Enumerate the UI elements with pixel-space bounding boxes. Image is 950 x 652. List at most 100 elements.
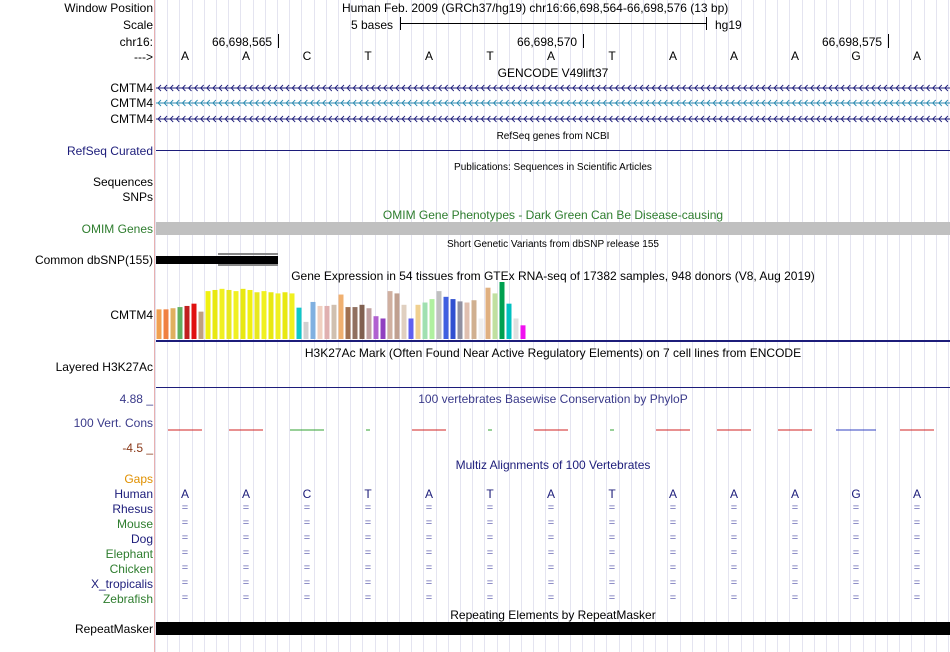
gtex-tissue-bar (317, 305, 323, 339)
omim-bar[interactable] (156, 222, 950, 235)
strand-arrow (322, 84, 327, 92)
strand-arrow (742, 115, 747, 123)
dbsnp-label[interactable]: Common dbSNP(155) (34, 253, 153, 267)
repeat-bar[interactable] (156, 622, 950, 635)
strand-arrow (614, 84, 619, 92)
species-label[interactable]: Rhesus (112, 502, 153, 516)
refseq-title[interactable]: RefSeq genes from NCBI (496, 131, 610, 142)
species-label[interactable]: Zebrafish (102, 592, 153, 606)
strand-arrow (444, 99, 449, 107)
strand-arrow (889, 115, 894, 123)
strand-arrow (871, 84, 876, 92)
refseq-line[interactable] (156, 150, 950, 151)
refseq-label[interactable]: RefSeq Curated (66, 144, 153, 158)
pubs-title[interactable]: Publications: Sequences in Scientific Ar… (454, 162, 652, 173)
grid-line (582, 0, 583, 652)
strand-arrow (517, 84, 522, 92)
gtex-tissue-bar (408, 318, 414, 339)
species-label[interactable]: Dog (130, 532, 153, 546)
aligned-match: = (791, 502, 799, 514)
gencode-label-3[interactable]: CMTM4 (110, 112, 153, 126)
strand-arrow (663, 115, 668, 123)
gtex-tissue-bar (170, 308, 176, 339)
assembly-position-text[interactable]: Human Feb. 2009 (GRCh37/hg19) chr16:66,6… (342, 1, 729, 15)
strand-arrow (224, 99, 229, 107)
gencode-transcripts[interactable] (156, 80, 950, 126)
phylop-label[interactable]: 100 Vert. Cons (73, 416, 153, 430)
species-label[interactable]: Mouse (116, 517, 153, 531)
strand-arrow (681, 84, 686, 92)
strand-arrow (309, 84, 314, 92)
strand-arrow (633, 115, 638, 123)
h3k27ac-title[interactable]: H3K27Ac Mark (Often Found Near Active Re… (304, 346, 802, 360)
repeat-label[interactable]: RepeatMasker (74, 622, 153, 636)
aligned-match: = (181, 547, 189, 559)
phylop-scores[interactable] (156, 425, 950, 435)
aligned-match: = (608, 577, 616, 589)
strand-arrow (157, 84, 162, 92)
strand-arrow (639, 84, 644, 92)
gtex-tissue-bar (506, 303, 512, 339)
gtex-tissue-bar (513, 318, 519, 339)
phylop-title[interactable]: 100 vertebrates Basewise Conservation by… (418, 392, 688, 406)
strand-arrow (505, 115, 510, 123)
species-label[interactable]: Elephant (105, 547, 153, 561)
strand-arrow (669, 84, 674, 92)
strand-arrow (608, 84, 613, 92)
species-label[interactable]: X_tropicalis (90, 577, 153, 591)
strand-arrow (395, 115, 400, 123)
aligned-match: = (791, 562, 799, 574)
strand-arrow (694, 99, 699, 107)
gtex-tissue-bar (282, 292, 288, 339)
pubs-sequences-label[interactable]: Sequences (92, 175, 153, 189)
strand-arrow (614, 115, 619, 123)
gencode-label-2[interactable]: CMTM4 (110, 96, 153, 110)
strand-arrow (535, 99, 540, 107)
gencode-label-1[interactable]: CMTM4 (110, 81, 153, 95)
strand-arrow (358, 115, 363, 123)
pubs-snps-label[interactable]: SNPs (122, 190, 153, 204)
gencode-title[interactable]: GENCODE V49lift37 (497, 66, 609, 80)
strand-arrow (407, 115, 412, 123)
gtex-label[interactable]: CMTM4 (110, 308, 153, 322)
gtex-title[interactable]: Gene Expression in 54 tissues from GTEx … (291, 269, 815, 283)
aligned-base: T (486, 487, 494, 501)
strand-arrow (376, 99, 381, 107)
strand-arrow (828, 84, 833, 92)
repeat-title[interactable]: Repeating Elements by RepeatMasker (450, 608, 656, 622)
strand-arrow (267, 115, 272, 123)
multiz-gaps-label[interactable]: Gaps (124, 472, 153, 486)
gtex-bar-chart[interactable] (156, 282, 556, 340)
strand-arrow (779, 84, 784, 92)
strand-arrow (389, 115, 394, 123)
strand-arrow (578, 99, 583, 107)
gtex-tissue-bar (275, 293, 281, 339)
omim-title[interactable]: OMIM Gene Phenotypes - Dark Green Can Be… (382, 208, 724, 222)
strand-arrow (523, 115, 528, 123)
strand-arrow (169, 115, 174, 123)
strand-arrow (803, 84, 808, 92)
strand-arrow (254, 84, 259, 92)
aligned-match: = (669, 547, 677, 559)
strand-arrow (627, 84, 632, 92)
gtex-tissue-bar (345, 307, 351, 339)
aligned-match: = (608, 547, 616, 559)
strand-arrow (358, 99, 363, 107)
aligned-match: = (242, 517, 250, 529)
aligned-match: = (242, 562, 250, 574)
aligned-base: T (608, 487, 616, 501)
grid-line (655, 0, 656, 652)
aligned-match: = (486, 502, 494, 514)
grid-line (887, 0, 888, 652)
strand-arrow (944, 99, 949, 107)
strand-arrow (712, 99, 717, 107)
species-label[interactable]: Human (114, 487, 153, 501)
dbsnp-title[interactable]: Short Genetic Variants from dbSNP releas… (447, 239, 659, 250)
species-label[interactable]: Chicken (109, 562, 153, 576)
multiz-title[interactable]: Multiz Alignments of 100 Vertebrates (455, 458, 651, 472)
omim-label[interactable]: OMIM Genes (81, 222, 153, 236)
strand-arrow (273, 99, 278, 107)
h3k27ac-label[interactable]: Layered H3K27Ac (55, 360, 153, 374)
dbsnp-variant-bar[interactable] (156, 256, 278, 264)
strand-arrow (938, 84, 943, 92)
